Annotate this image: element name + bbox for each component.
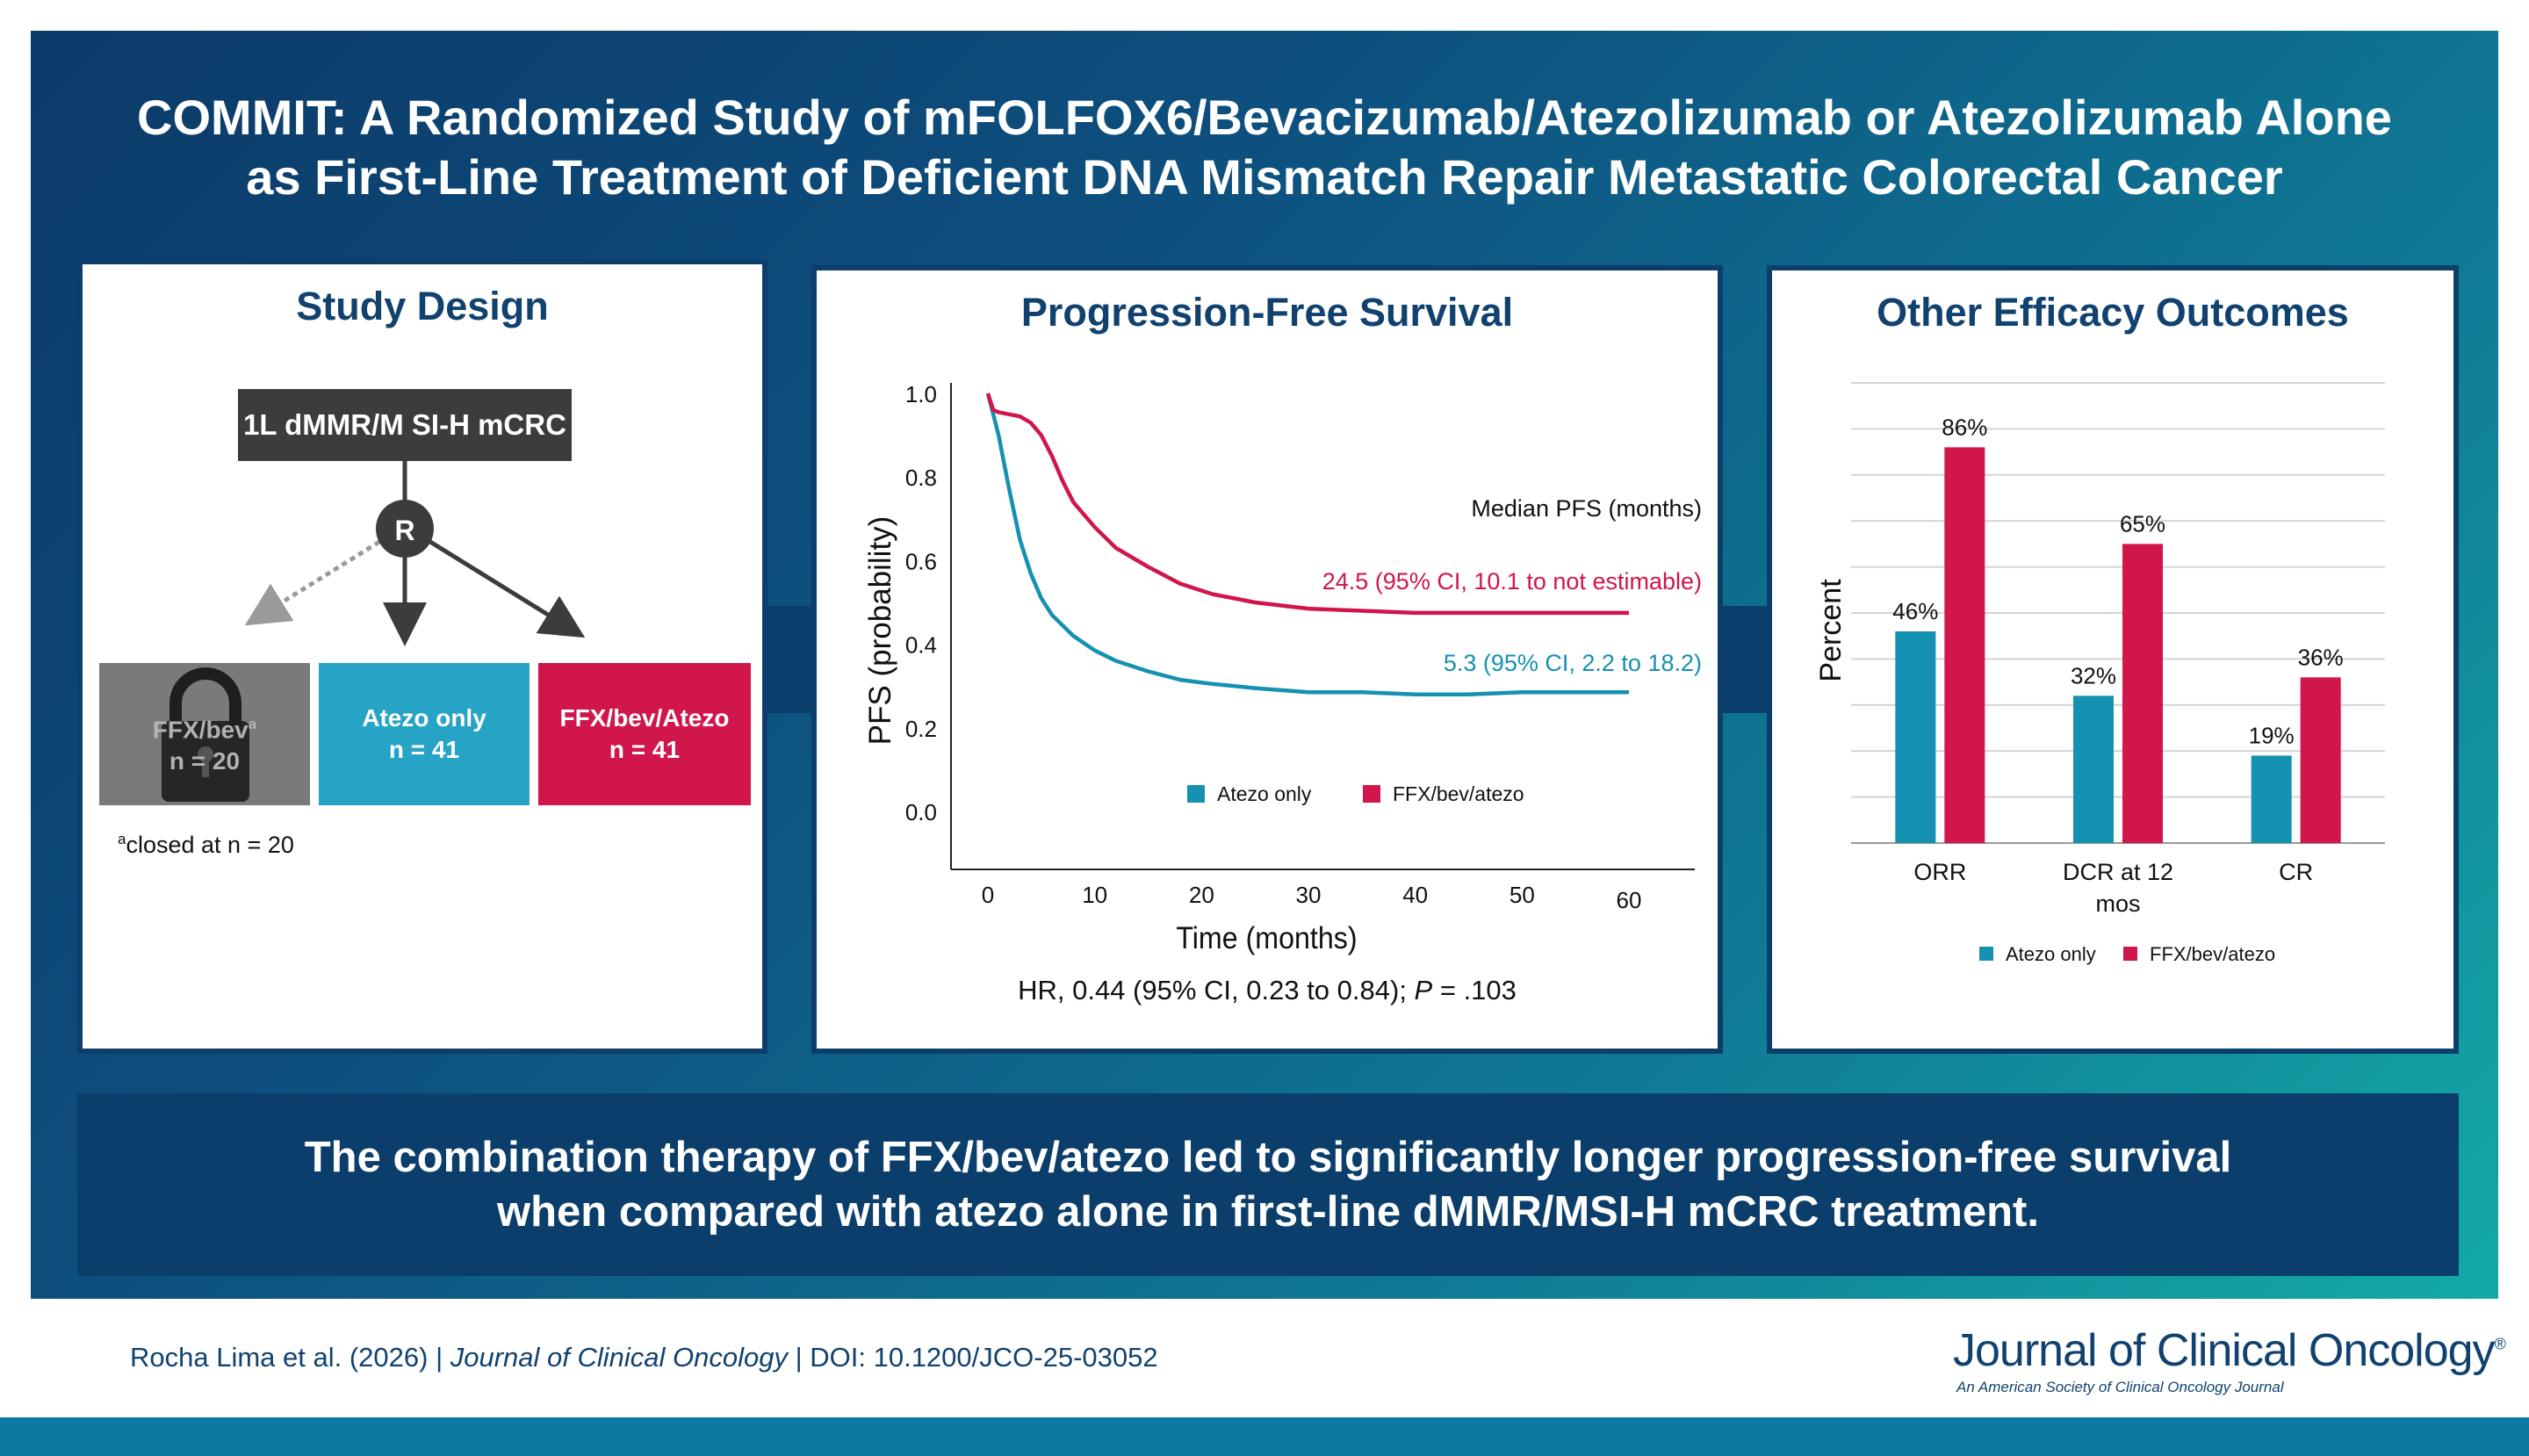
efficacy-bar-ffx <box>2122 544 2163 843</box>
pfs-legend-label: FFX/bev/atezo <box>1393 782 1524 805</box>
hazard-ratio-text: HR, 0.44 (95% CI, 0.23 to 0.84); P = .10… <box>1018 975 1517 1006</box>
efficacy-bar-atezo <box>1895 631 1936 843</box>
population-box: 1L dMMR/M SI-H mCRC <box>238 389 572 461</box>
efficacy-data-label: 32% <box>2071 662 2116 688</box>
pfs-x-tick-label: 0 <box>982 882 994 908</box>
efficacy-data-label: 65% <box>2120 510 2165 537</box>
arm-atezo-only: Atezo only n = 41 <box>319 663 530 805</box>
citation-authors: Rocha Lima et al. (2026) | <box>130 1342 450 1373</box>
efficacy-title: Other Efficacy Outcomes <box>1877 290 2349 335</box>
logo-word-rest: of Clinical Oncology <box>2096 1325 2496 1376</box>
pfs-y-tick-label: 1.0 <box>905 381 937 407</box>
pfs-series-line-ffx <box>985 393 1629 616</box>
logo-mark: ® <box>2494 1335 2506 1353</box>
citation-doi: | DOI: 10.1200/JCO-25-03052 <box>787 1342 1158 1373</box>
design-footnote: aclosed at n = 20 <box>118 831 294 858</box>
efficacy-data-label: 19% <box>2249 722 2295 748</box>
efficacy-panel: Other Efficacy Outcomes Percent 46% 86% ORR… <box>1767 265 2459 1054</box>
title-line-1: COMMIT: A Randomized Study of mFOLFOX6/B… <box>137 90 2392 145</box>
randomization-label: R <box>394 515 414 546</box>
efficacy-bar-atezo <box>2251 755 2292 843</box>
efficacy-y-axis-label: Percent <box>1814 579 1848 682</box>
efficacy-category-label: DCR at 12 <box>2063 859 2173 885</box>
pfs-y-tick-label: 0.2 <box>905 716 937 742</box>
citation-journal: Journal of Clinical Oncology <box>450 1342 788 1373</box>
arm-atezo-label: Atezo only <box>362 704 486 732</box>
conclusion-line-1: The combination therapy of FFX/bev/atezo… <box>304 1134 2232 1181</box>
page-title: COMMIT: A Randomized Study of mFOLFOX6/B… <box>0 88 2529 207</box>
arm-ffx-bev-label: FFX/beva n = 20 <box>152 716 257 775</box>
pfs-y-axis-label: PFS (probability) <box>863 516 897 746</box>
arm-ffx-bev-closed: FFX/beva n = 20 <box>99 663 310 805</box>
conclusion-banner: The combination therapy of FFX/bev/atezo… <box>77 1093 2459 1276</box>
efficacy-legend-label: Atezo only <box>2006 943 2096 965</box>
study-design-title: Study Design <box>296 284 549 328</box>
arm-ffx-bev-n: n = 20 <box>169 747 241 775</box>
lock-icon <box>162 667 249 802</box>
logo-subtitle: An American Society of Clinical Oncology… <box>1956 1379 2284 1395</box>
arm-ffx-n: n = 41 <box>609 736 681 763</box>
pfs-series-line-atezo <box>985 393 1629 696</box>
title-line-2: as First-Line Treatment of Deficient DNA… <box>246 149 2283 205</box>
pfs-x-axis-label: Time (months) <box>1176 922 1357 956</box>
pfs-x-tick-label: 30 <box>1296 882 1322 908</box>
median-pfs-atezo: 5.3 (95% CI, 2.2 to 18.2) <box>1444 650 1702 676</box>
pfs-x-tick-label: 60 <box>1617 887 1642 913</box>
efficacy-bar-ffx <box>1944 447 1985 843</box>
pfs-legend-label: Atezo only <box>1217 782 1312 805</box>
pfs-panel: Progression-Free Survival 0.0 0.2 0.4 0.6 0.… <box>811 265 1723 1054</box>
arm-ffx-bev-atezo: FFX/bev/Atezo n = 41 <box>538 663 751 805</box>
pfs-x-tick-label: 50 <box>1509 882 1535 908</box>
median-pfs-header: Median PFS (months) <box>1471 495 1702 522</box>
efficacy-legend-label: FFX/bev/atezo <box>2150 943 2275 965</box>
citation: Rocha Lima et al. (2026) | Journal of Cl… <box>130 1342 1158 1373</box>
pfs-legend-swatch <box>1363 785 1380 803</box>
pfs-y-tick-label: 0.8 <box>905 465 937 491</box>
randomization-circle <box>376 500 434 558</box>
efficacy-category-label: ORR <box>1913 859 1966 885</box>
logo-word-journal: Journal <box>1953 1325 2098 1376</box>
pfs-x-tick-label: 10 <box>1082 882 1107 908</box>
bottom-strip <box>0 1417 2529 1456</box>
arm-atezo-n: n = 41 <box>388 736 460 763</box>
pfs-y-tick-label: 0.6 <box>905 548 937 574</box>
journal-logo: Journal of Clinical Oncology® An America… <box>1953 1324 2506 1396</box>
arm-ffx-label: FFX/bev/Atezo <box>559 704 730 732</box>
efficacy-category-label: CR <box>2279 859 2313 885</box>
efficacy-bar-atezo <box>2073 696 2114 843</box>
efficacy-chart: Percent 46% 86% ORR 32% 65% DCR at 12 mos 19% 36%… <box>1814 382 2385 965</box>
median-pfs-ffx: 24.5 (95% CI, 10.1 to not estimable) <box>1322 568 1702 595</box>
efficacy-category-label: mos <box>2095 890 2140 917</box>
pfs-x-tick-label: 20 <box>1189 882 1214 908</box>
pfs-chart: 0.0 0.2 0.4 0.6 0.8 1.0 0 10 20 30 40 50 60 Time (mon… <box>863 381 1702 1006</box>
efficacy-legend-swatch <box>1979 947 1993 961</box>
pfs-y-tick-label: 0.4 <box>905 632 937 659</box>
pfs-x-tick-label: 40 <box>1402 882 1428 908</box>
conclusion-line-2: when compared with atezo alone in first-… <box>497 1188 2039 1236</box>
efficacy-legend-swatch <box>2123 947 2137 961</box>
pfs-legend-swatch <box>1187 785 1205 803</box>
randomization-diagram: R <box>244 461 586 646</box>
pfs-y-tick-label: 0.0 <box>905 799 937 825</box>
efficacy-data-label: 36% <box>2298 644 2344 670</box>
efficacy-data-label: 46% <box>1892 598 1938 624</box>
pfs-title: Progression-Free Survival <box>1020 290 1514 335</box>
study-design-panel: Study Design 1L dMMR/M SI-H mCRC R FFX/b… <box>77 259 767 1054</box>
efficacy-data-label: 86% <box>1942 414 1987 440</box>
efficacy-bar-ffx <box>2300 677 2341 843</box>
